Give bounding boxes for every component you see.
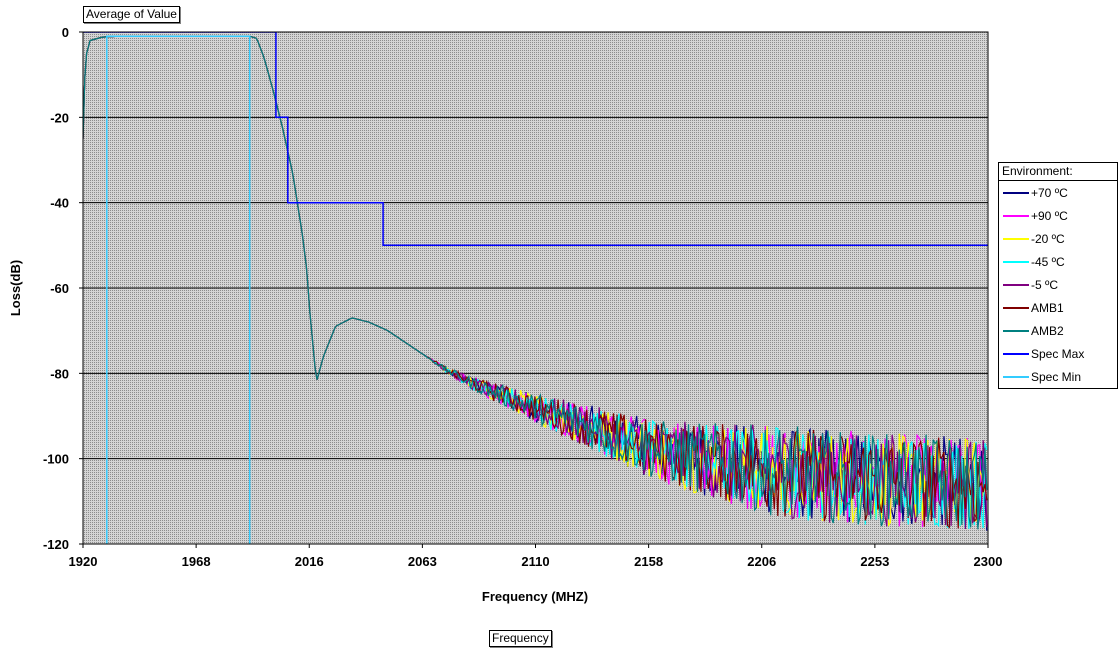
legend-label: Spec Min (1031, 369, 1082, 384)
legend-item[interactable]: -20 ºC (999, 227, 1117, 250)
x-tick-label: 2110 (521, 554, 549, 569)
y-tick-label: -40 (50, 196, 69, 211)
legend-swatch (1003, 329, 1029, 332)
legend-label: AMB2 (1031, 323, 1064, 338)
legend-swatch (1003, 214, 1029, 217)
x-tick-label: 2063 (408, 554, 437, 569)
legend-swatch (1003, 352, 1029, 355)
x-tick-label: 2300 (974, 554, 1003, 569)
page-field-button[interactable]: Average of Value (83, 6, 180, 23)
y-tick-label: -80 (50, 366, 69, 381)
legend-swatch (1003, 283, 1029, 286)
y-tick-label: -100 (43, 452, 69, 467)
legend-label: +90 ºC (1031, 208, 1068, 223)
spec-lines (83, 32, 988, 544)
legend-swatch (1003, 306, 1029, 309)
legend-item[interactable]: Spec Min (999, 365, 1117, 388)
y-tick-label: 0 (62, 25, 69, 40)
x-tick-label: 2253 (860, 554, 889, 569)
legend-item[interactable]: -45 ºC (999, 250, 1117, 273)
spec-min-line (106, 35, 251, 544)
x-tick-label: 1920 (69, 554, 98, 569)
x-axis-label: Frequency (MHZ) (482, 589, 588, 604)
legend-item[interactable]: AMB1 (999, 296, 1117, 319)
legend-item[interactable]: +70 ºC (999, 181, 1117, 204)
legend-swatch (1003, 260, 1029, 263)
legend-item[interactable]: Spec Max (999, 342, 1117, 365)
x-tick-label: 2158 (634, 554, 663, 569)
x-tick-label: 1968 (182, 554, 211, 569)
gridlines (83, 116, 988, 460)
spec-max-line (83, 32, 988, 247)
legend-label: Spec Max (1031, 346, 1085, 361)
y-tick-label: -20 (50, 110, 69, 125)
x-tick-label: 2016 (295, 554, 324, 569)
legend-label: -5 ºC (1031, 277, 1059, 292)
legend-item[interactable]: AMB2 (999, 319, 1117, 342)
y-tick-label: -60 (50, 281, 69, 296)
legend: Environment: +70 ºC +90 ºC -20 ºC -45 ºC -5 … (998, 162, 1118, 389)
legend-label: -45 ºC (1031, 254, 1065, 269)
y-tick-label: -120 (43, 537, 69, 552)
legend-swatch (1003, 237, 1029, 240)
legend-label: AMB1 (1031, 300, 1064, 315)
category-field-button[interactable]: Frequency (489, 630, 552, 647)
legend-item[interactable]: +90 ºC (999, 204, 1117, 227)
legend-swatch (1003, 375, 1029, 378)
x-tick-label: 2206 (747, 554, 776, 569)
x-tick-labels: 1920 1968 2016 2063 2110 2158 2206 2253 2300 (69, 544, 1003, 569)
y-axis-label: Loss(dB) (8, 260, 23, 316)
legend-swatch (1003, 191, 1029, 194)
legend-title[interactable]: Environment: (999, 163, 1117, 181)
legend-label: -20 ºC (1031, 231, 1065, 246)
y-tick-labels: 0 -20 -40 -60 -80 -100 -120 (43, 25, 83, 552)
legend-label: +70 ºC (1031, 185, 1068, 200)
legend-item[interactable]: -5 ºC (999, 273, 1117, 296)
